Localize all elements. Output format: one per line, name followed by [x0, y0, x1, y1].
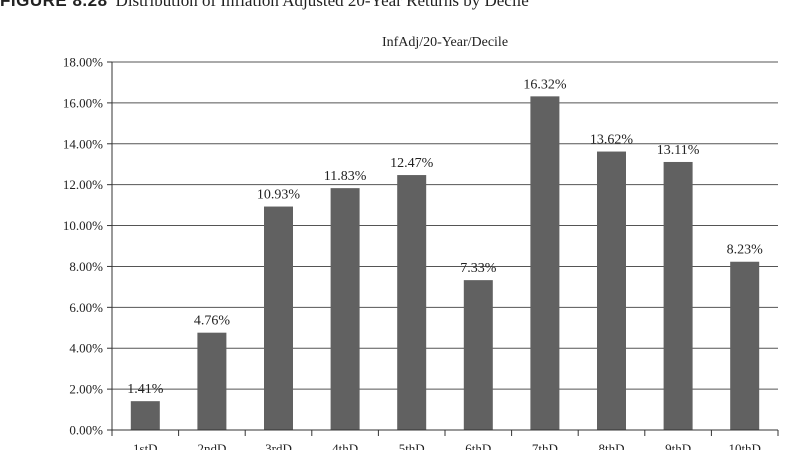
bar	[663, 161, 693, 430]
bar	[197, 332, 227, 430]
bar	[264, 206, 293, 430]
x-tick-label: 4thD	[332, 441, 358, 450]
y-tick-label: 16.00%	[63, 95, 103, 110]
data-label: 1.41%	[127, 382, 164, 397]
data-label: 13.11%	[657, 143, 700, 158]
data-label: 4.76%	[194, 314, 231, 329]
y-tick-label: 2.00%	[69, 382, 103, 397]
bar	[597, 151, 626, 430]
x-tick-label: 9thD	[665, 441, 691, 450]
y-tick-label: 0.00%	[69, 423, 103, 438]
figure-caption: FIGURE 8.28 Distribution of Inflation Adj…	[0, 0, 529, 11]
x-tick-label: 8thD	[599, 441, 625, 450]
data-label: 11.83%	[324, 169, 367, 184]
y-tick-label: 18.00%	[63, 55, 103, 70]
x-tick-label: 10thD	[728, 441, 761, 450]
bar	[397, 175, 427, 430]
y-tick-label: 4.00%	[69, 341, 103, 356]
data-label: 12.47%	[390, 156, 434, 171]
data-labels: 1.41% 4.76% 10.93% 11.83% 12.47% 7.33% 16.32% 1…	[127, 77, 763, 397]
axes: 0.00% 2.00% 4.00% 6.00% 8.00% 10.00% 12.00% 14.…	[63, 55, 779, 450]
figure-caption-text: Distribution of Inflation Adjusted 20-Ye…	[115, 0, 529, 10]
data-label: 7.33%	[460, 261, 497, 276]
data-label: 10.93%	[257, 188, 301, 203]
bars	[130, 96, 760, 430]
data-label: 8.23%	[727, 243, 764, 258]
y-tick-label: 10.00%	[63, 218, 103, 233]
y-tick-label: 8.00%	[69, 259, 103, 274]
bar	[130, 401, 160, 430]
figure-label: FIGURE 8.28	[0, 0, 108, 10]
x-tick-label: 7thD	[532, 441, 558, 450]
x-tick-label: 2ndD	[197, 441, 226, 450]
data-label: 13.62%	[590, 133, 634, 148]
x-tick-label: 5thD	[399, 441, 425, 450]
y-tick-label: 14.00%	[63, 136, 103, 151]
bar	[463, 280, 493, 430]
chart-title: InfAdj/20-Year/Decile	[382, 35, 508, 50]
bar	[330, 188, 360, 430]
x-tick-label: 1stD	[133, 441, 158, 450]
x-tick-label: 6thD	[465, 441, 491, 450]
x-tick-label: 3rdD	[265, 441, 292, 450]
y-tick-label: 12.00%	[63, 177, 103, 192]
y-tick-label: 6.00%	[69, 300, 103, 315]
bar	[730, 261, 760, 430]
bar	[530, 96, 560, 430]
data-label: 16.32%	[523, 77, 567, 92]
